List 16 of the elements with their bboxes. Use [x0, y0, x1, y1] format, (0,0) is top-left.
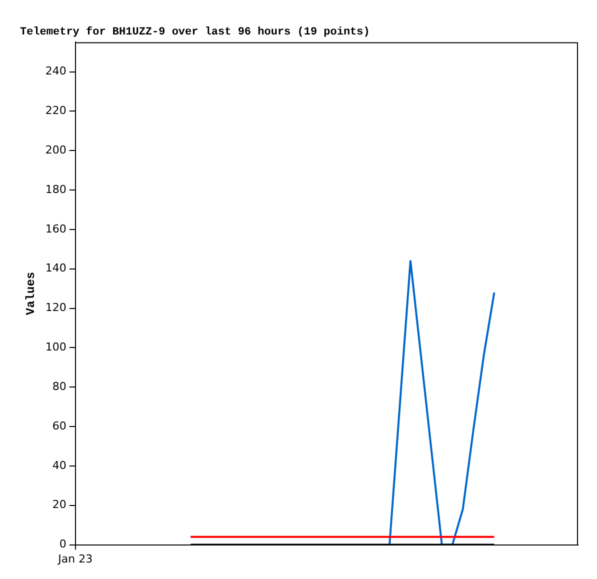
y-tick-label: 0	[59, 538, 66, 551]
y-tick-label: 120	[45, 301, 66, 314]
y-tick-label: 80	[52, 380, 66, 393]
y-tick-label: 40	[52, 458, 66, 472]
chart-title: Telemetry for BH1UZZ-9 over last 96 hours (19 points)	[20, 25, 370, 38]
y-tick-label: 200	[45, 143, 66, 156]
y-tick-label: 240	[45, 64, 66, 78]
y-tick-label: 140	[45, 262, 66, 275]
x-tick-label: Jan 23	[57, 552, 93, 566]
y-tick-label: 60	[52, 419, 66, 432]
y-tick-label: 20	[52, 498, 66, 512]
y-axis-title: Values	[24, 272, 38, 316]
y-tick-label: 220	[45, 104, 66, 118]
y-tick-label: 160	[45, 222, 66, 236]
y-tick-label: 180	[45, 182, 66, 196]
y-tick-label: 100	[45, 340, 66, 354]
